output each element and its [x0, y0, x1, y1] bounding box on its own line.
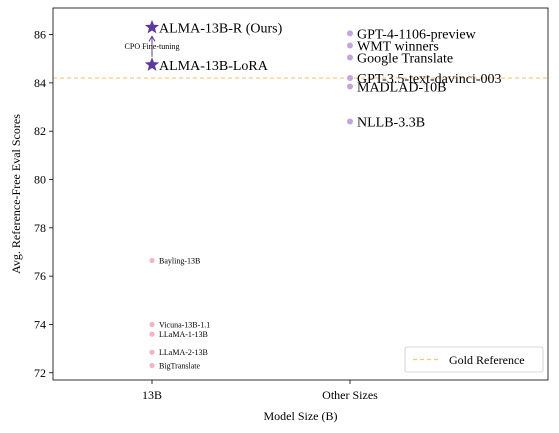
label-nllb-3-3b: NLLB-3.3B [357, 116, 425, 131]
y-tick-label: 82 [34, 124, 46, 138]
point-alma-13b-lora [144, 57, 160, 71]
cpo-annotation: CPO Fine-tuning [125, 42, 180, 51]
label-bigtranslate: BigTranslate [159, 362, 200, 371]
point-google-translate [347, 54, 353, 61]
point-llama-1-13b [149, 331, 155, 337]
annotation-layer: CPO Fine-tuning [125, 35, 180, 57]
point-gpt-3-5-text-davinci-003 [347, 75, 353, 82]
point-bigtranslate [149, 362, 155, 369]
y-ticks: 72 74 76 78 80 82 84 86 [34, 28, 53, 380]
y-tick-label: 84 [34, 76, 46, 90]
legend-box [404, 346, 544, 373]
x-tick-label: 13B [142, 388, 162, 402]
label-vicuna-13b-1-1: Vicuna-13B-1.1 [159, 320, 210, 329]
point-alma-13b-r-ours [144, 19, 160, 34]
points-layer [144, 19, 353, 369]
point-gpt-4-1106-preview [347, 30, 353, 37]
y-tick-label: 86 [34, 28, 46, 42]
y-axis-label: Avg. Reference-Free Eval Scores [9, 114, 23, 274]
y-tick-label: 80 [34, 173, 46, 187]
label-wmt-winners: WMT winners [357, 39, 439, 54]
point-madlad-10b [347, 83, 353, 90]
x-tick-label: Other Sizes [322, 388, 378, 402]
axes-frame [52, 7, 549, 381]
cpo-arrow-head [148, 35, 156, 42]
x-axis-label: Model Size (B) [264, 409, 338, 423]
label-llama-1-13b: LLaMA-1-13B [159, 330, 208, 339]
label-llama-2-13b: LLaMA-2-13B [159, 348, 208, 357]
point-nllb-3-3b [347, 118, 353, 125]
legend-label: Gold Reference [449, 353, 525, 367]
label-gpt-4-1106-preview: GPT-4-1106-preview [357, 27, 477, 42]
label-alma-13b-r-ours: ALMA-13B-R (Ours) [159, 21, 283, 36]
labels-layer: ALMA-13B-R (Ours) ALMA-13B-LoRA Bayling-13… [159, 21, 502, 370]
point-wmt-winners [347, 42, 353, 49]
label-google-translate: Google Translate [357, 52, 453, 67]
label-alma-13b-lora: ALMA-13B-LoRA [159, 59, 269, 74]
label-madlad-10b: MADLAD-10B [357, 81, 446, 96]
y-tick-label: 74 [34, 317, 46, 331]
label-gpt-3-5-text-davinci-003: GPT-3.5-text-davinci-003 [357, 72, 502, 87]
y-tick-label: 76 [34, 269, 46, 283]
label-bayling-13b: Bayling-13B [159, 256, 200, 265]
y-tick-label: 72 [34, 366, 46, 380]
y-tick-label: 78 [34, 221, 46, 235]
point-vicuna-13b-1-1 [149, 321, 155, 328]
legend: Gold Reference [404, 346, 544, 373]
point-llama-2-13b [149, 349, 155, 355]
x-ticks: 13B Other Sizes [142, 380, 378, 402]
point-bayling-13b [149, 257, 155, 264]
